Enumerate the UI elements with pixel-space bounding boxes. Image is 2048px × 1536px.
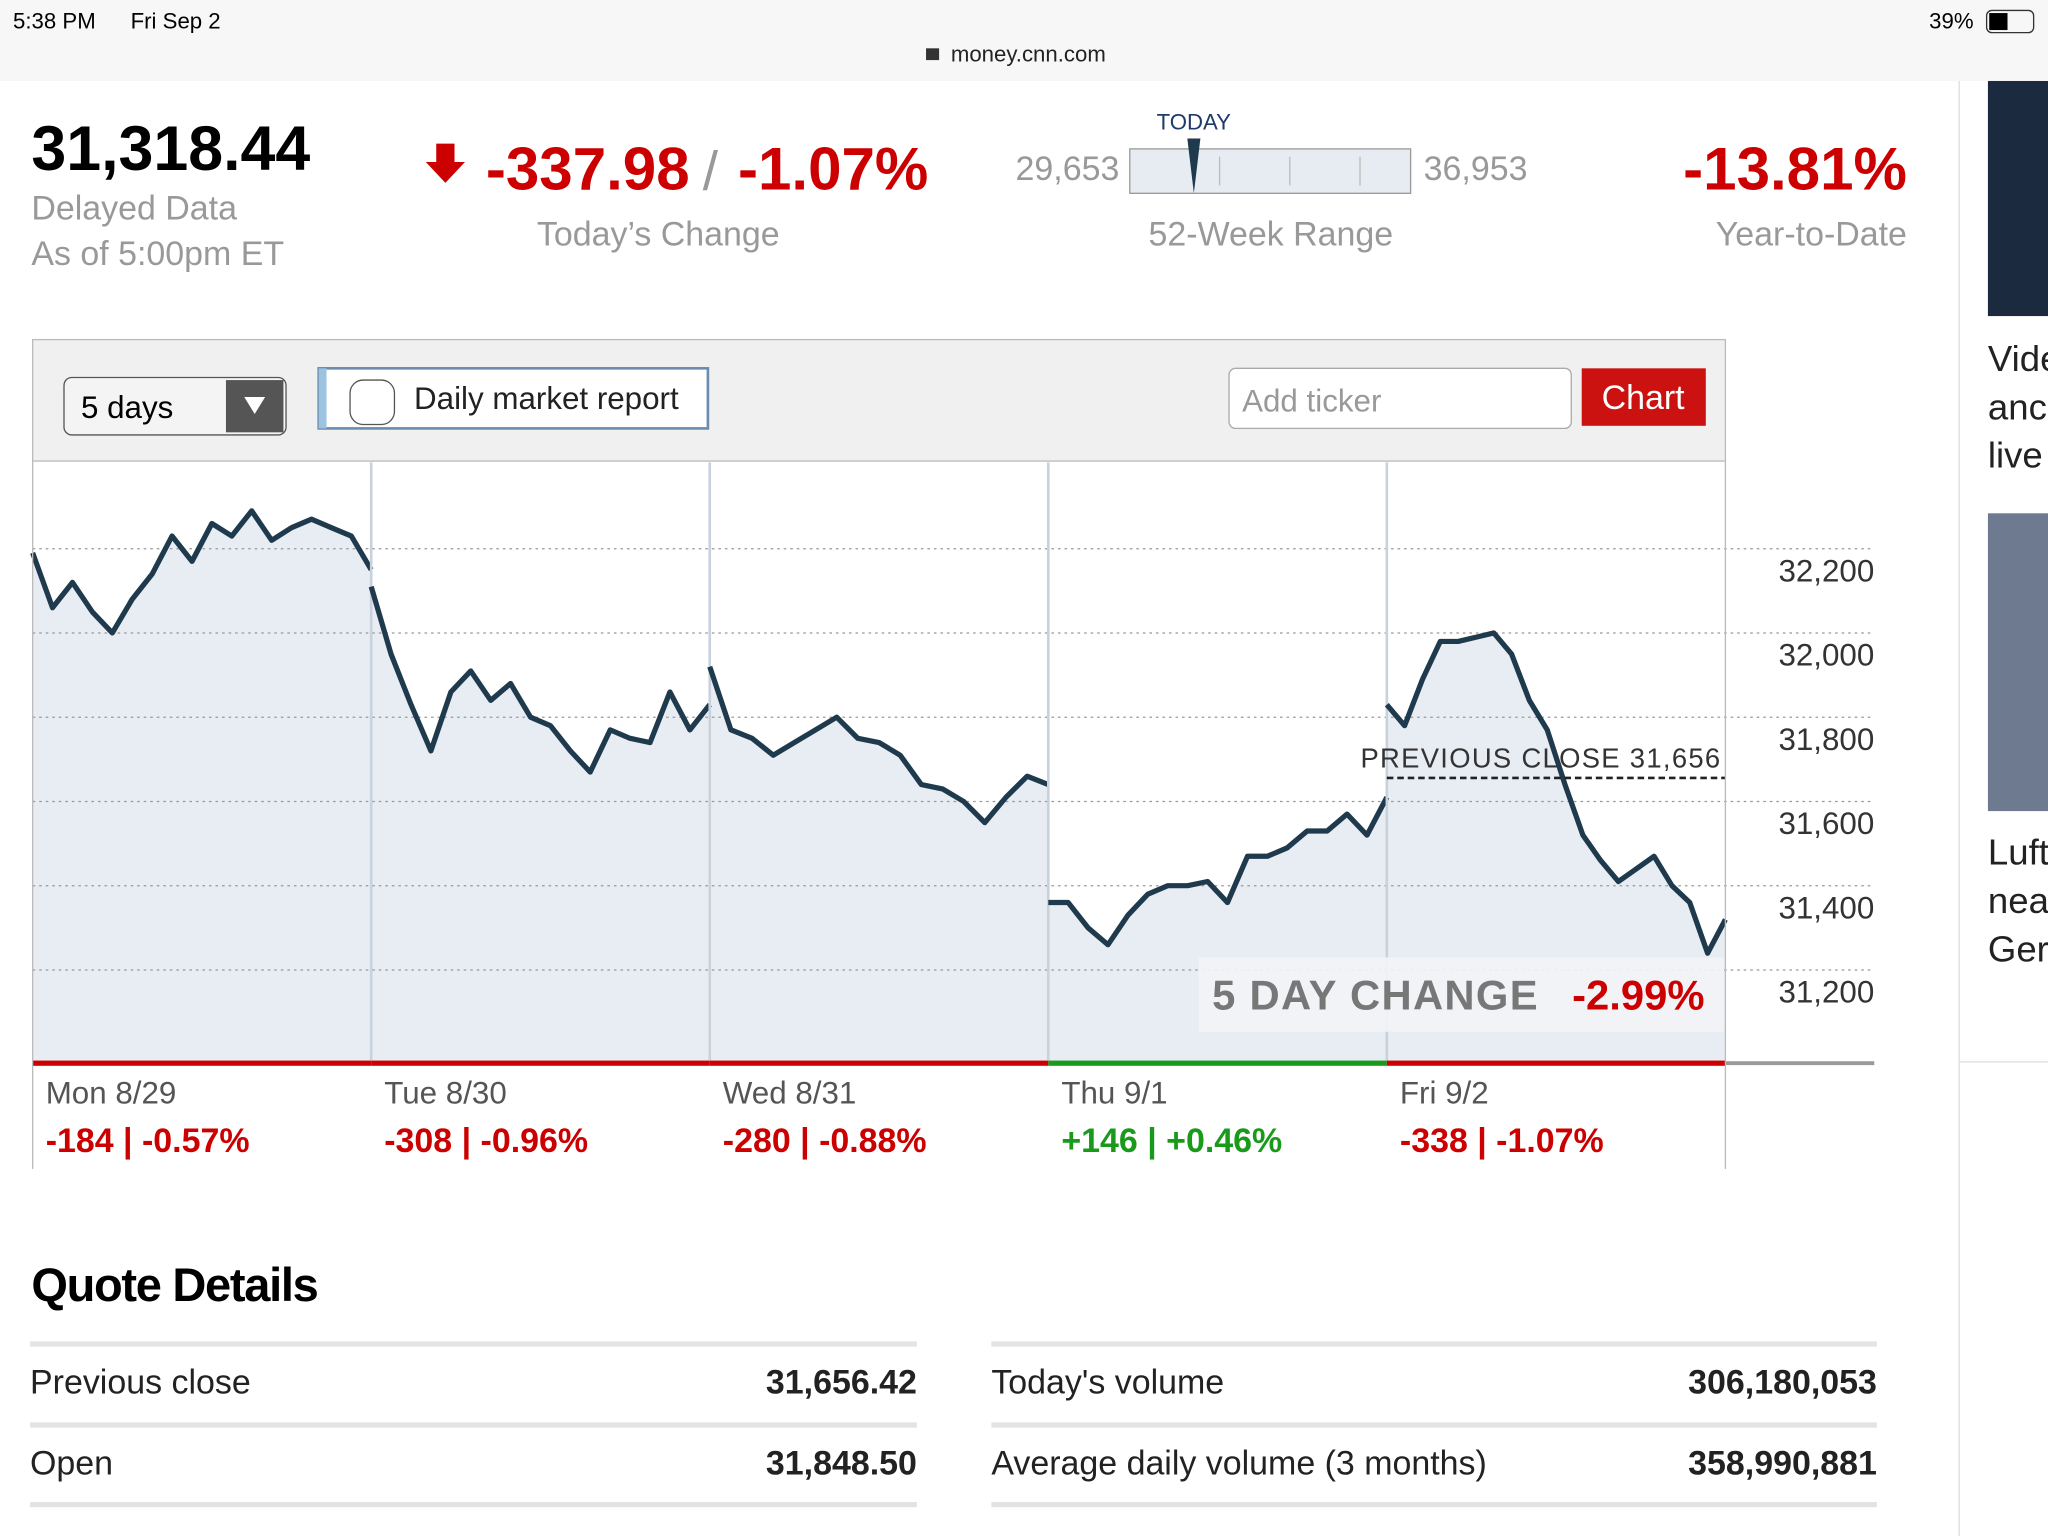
five-day-value: -2.99% bbox=[1572, 972, 1704, 1019]
day-label: Thu 9/1 bbox=[1061, 1076, 1167, 1111]
toggle-accent bbox=[318, 368, 327, 429]
delayed: Delayed Data bbox=[31, 189, 237, 227]
row-label: Average daily volume (3 months) bbox=[991, 1445, 1486, 1483]
row-value: 31,656.42 bbox=[766, 1364, 917, 1402]
five-day-label: 5 DAY CHANGE bbox=[1212, 972, 1539, 1019]
y-tick-label: 31,600 bbox=[1778, 806, 1874, 841]
today-label: TODAY bbox=[1157, 109, 1232, 134]
sidebar-image-1 bbox=[1987, 80, 2048, 317]
row-rule bbox=[30, 1341, 917, 1347]
status-time: 5:38 PM bbox=[13, 9, 96, 34]
y-tick-label: 31,200 bbox=[1778, 975, 1874, 1010]
day-label: Wed 8/31 bbox=[723, 1076, 857, 1111]
day-change: -184 | -0.57% bbox=[46, 1122, 250, 1160]
change-label: Today’s Change bbox=[537, 216, 780, 254]
price-line bbox=[707, 665, 1050, 826]
previous-close-label: PREVIOUS CLOSE 31,656 bbox=[1360, 742, 1721, 773]
row-label: Today's volume bbox=[991, 1364, 1224, 1402]
sidebar-text: Luft bbox=[1988, 832, 2048, 873]
select-arrow bbox=[244, 397, 266, 415]
change: -337.98 bbox=[486, 135, 690, 202]
sidebar-text: nea bbox=[1988, 880, 2048, 921]
five-day-box bbox=[1199, 957, 1725, 1032]
row-value: 31,848.50 bbox=[766, 1445, 917, 1483]
day-change: +146 | +0.46% bbox=[1061, 1122, 1282, 1160]
sidebar-text: Ger bbox=[1988, 928, 2048, 969]
chart-button-text: Chart bbox=[1602, 379, 1686, 417]
ytd-label: Year-to-Date bbox=[1716, 216, 1907, 254]
day-change: -338 | -1.07% bbox=[1400, 1122, 1604, 1160]
day-label: Mon 8/29 bbox=[46, 1076, 177, 1111]
day-baseline bbox=[1048, 1060, 1387, 1066]
sidebar-image-2 bbox=[1987, 513, 2048, 812]
row-rule bbox=[30, 1422, 917, 1428]
y-tick-label: 32,200 bbox=[1778, 553, 1874, 588]
as-of: As of 5:00pm ET bbox=[31, 235, 284, 273]
down-arrow bbox=[425, 143, 465, 183]
day-baseline bbox=[371, 1060, 710, 1066]
day-change: -308 | -0.96% bbox=[384, 1122, 588, 1160]
price: 31,318.44 bbox=[31, 114, 310, 184]
details-title: Quote Details bbox=[31, 1258, 317, 1311]
range-marker bbox=[1187, 138, 1201, 194]
y-tick-label: 31,400 bbox=[1778, 890, 1874, 925]
price-line bbox=[30, 508, 374, 636]
y-tick-label: 32,000 bbox=[1778, 638, 1874, 673]
day-baseline bbox=[32, 1060, 372, 1066]
area bbox=[32, 510, 372, 1061]
price-line bbox=[1048, 796, 1390, 948]
range-bar bbox=[1129, 148, 1412, 194]
day-label: Tue 8/30 bbox=[384, 1076, 507, 1111]
row-rule bbox=[991, 1341, 1877, 1347]
row-rule bbox=[30, 1502, 917, 1508]
area bbox=[371, 586, 710, 1061]
lock-icon bbox=[926, 48, 940, 61]
row-value: 358,990,881 bbox=[1688, 1445, 1877, 1483]
day-baseline bbox=[1386, 1060, 1726, 1066]
area bbox=[709, 666, 1049, 1061]
row-rule bbox=[991, 1422, 1877, 1428]
day-baseline bbox=[709, 1060, 1049, 1066]
checkbox[interactable] bbox=[349, 379, 396, 426]
browser-bar bbox=[0, 0, 2048, 81]
day-label: Fri 9/2 bbox=[1400, 1076, 1489, 1111]
battery-level bbox=[1989, 13, 2008, 31]
chart-button[interactable] bbox=[1581, 368, 1706, 426]
area bbox=[1386, 632, 1726, 1061]
separator: / bbox=[703, 139, 719, 201]
ytd: -13.81% bbox=[1683, 135, 1907, 202]
period-text: 5 days bbox=[81, 390, 173, 425]
report-text: Daily market report bbox=[414, 381, 679, 416]
sidebar-text: anc bbox=[1988, 386, 2047, 427]
y-tick-label: 31,800 bbox=[1778, 722, 1874, 757]
details-table: Previous close 31,656.42 Open 31,848.50 Toda… bbox=[30, 1341, 1877, 1508]
range-high: 36,953 bbox=[1424, 150, 1528, 188]
range-label: 52-Week Range bbox=[1149, 216, 1394, 254]
status-date: Fri Sep 2 bbox=[131, 9, 221, 34]
battery-icon bbox=[1985, 9, 2035, 34]
sidebar-text: Vide bbox=[1988, 338, 2048, 379]
sidebar-text: live bbox=[1988, 435, 2043, 476]
row-value: 306,180,053 bbox=[1688, 1364, 1877, 1402]
sidebar: Vide anc live Luft nea Ger bbox=[1988, 338, 2048, 969]
ticker-placeholder: Add ticker bbox=[1242, 383, 1381, 418]
chart: 31,200 31,400 31,600 31,800 32,000 32,200 Mon … bbox=[30, 462, 1874, 1160]
row-label: Previous close bbox=[30, 1364, 251, 1402]
battery-text: 39% bbox=[1929, 9, 1973, 34]
day-change: -280 | -0.88% bbox=[723, 1122, 927, 1160]
price-line bbox=[368, 585, 712, 775]
change-pct: -1.07% bbox=[738, 135, 928, 202]
row-label: Open bbox=[30, 1445, 113, 1483]
url[interactable]: money.cnn.com bbox=[951, 41, 1106, 66]
price-line bbox=[1384, 630, 1728, 956]
row-rule bbox=[991, 1502, 1877, 1508]
ticker-input[interactable] bbox=[1228, 367, 1572, 430]
range-low: 29,653 bbox=[1016, 150, 1120, 188]
